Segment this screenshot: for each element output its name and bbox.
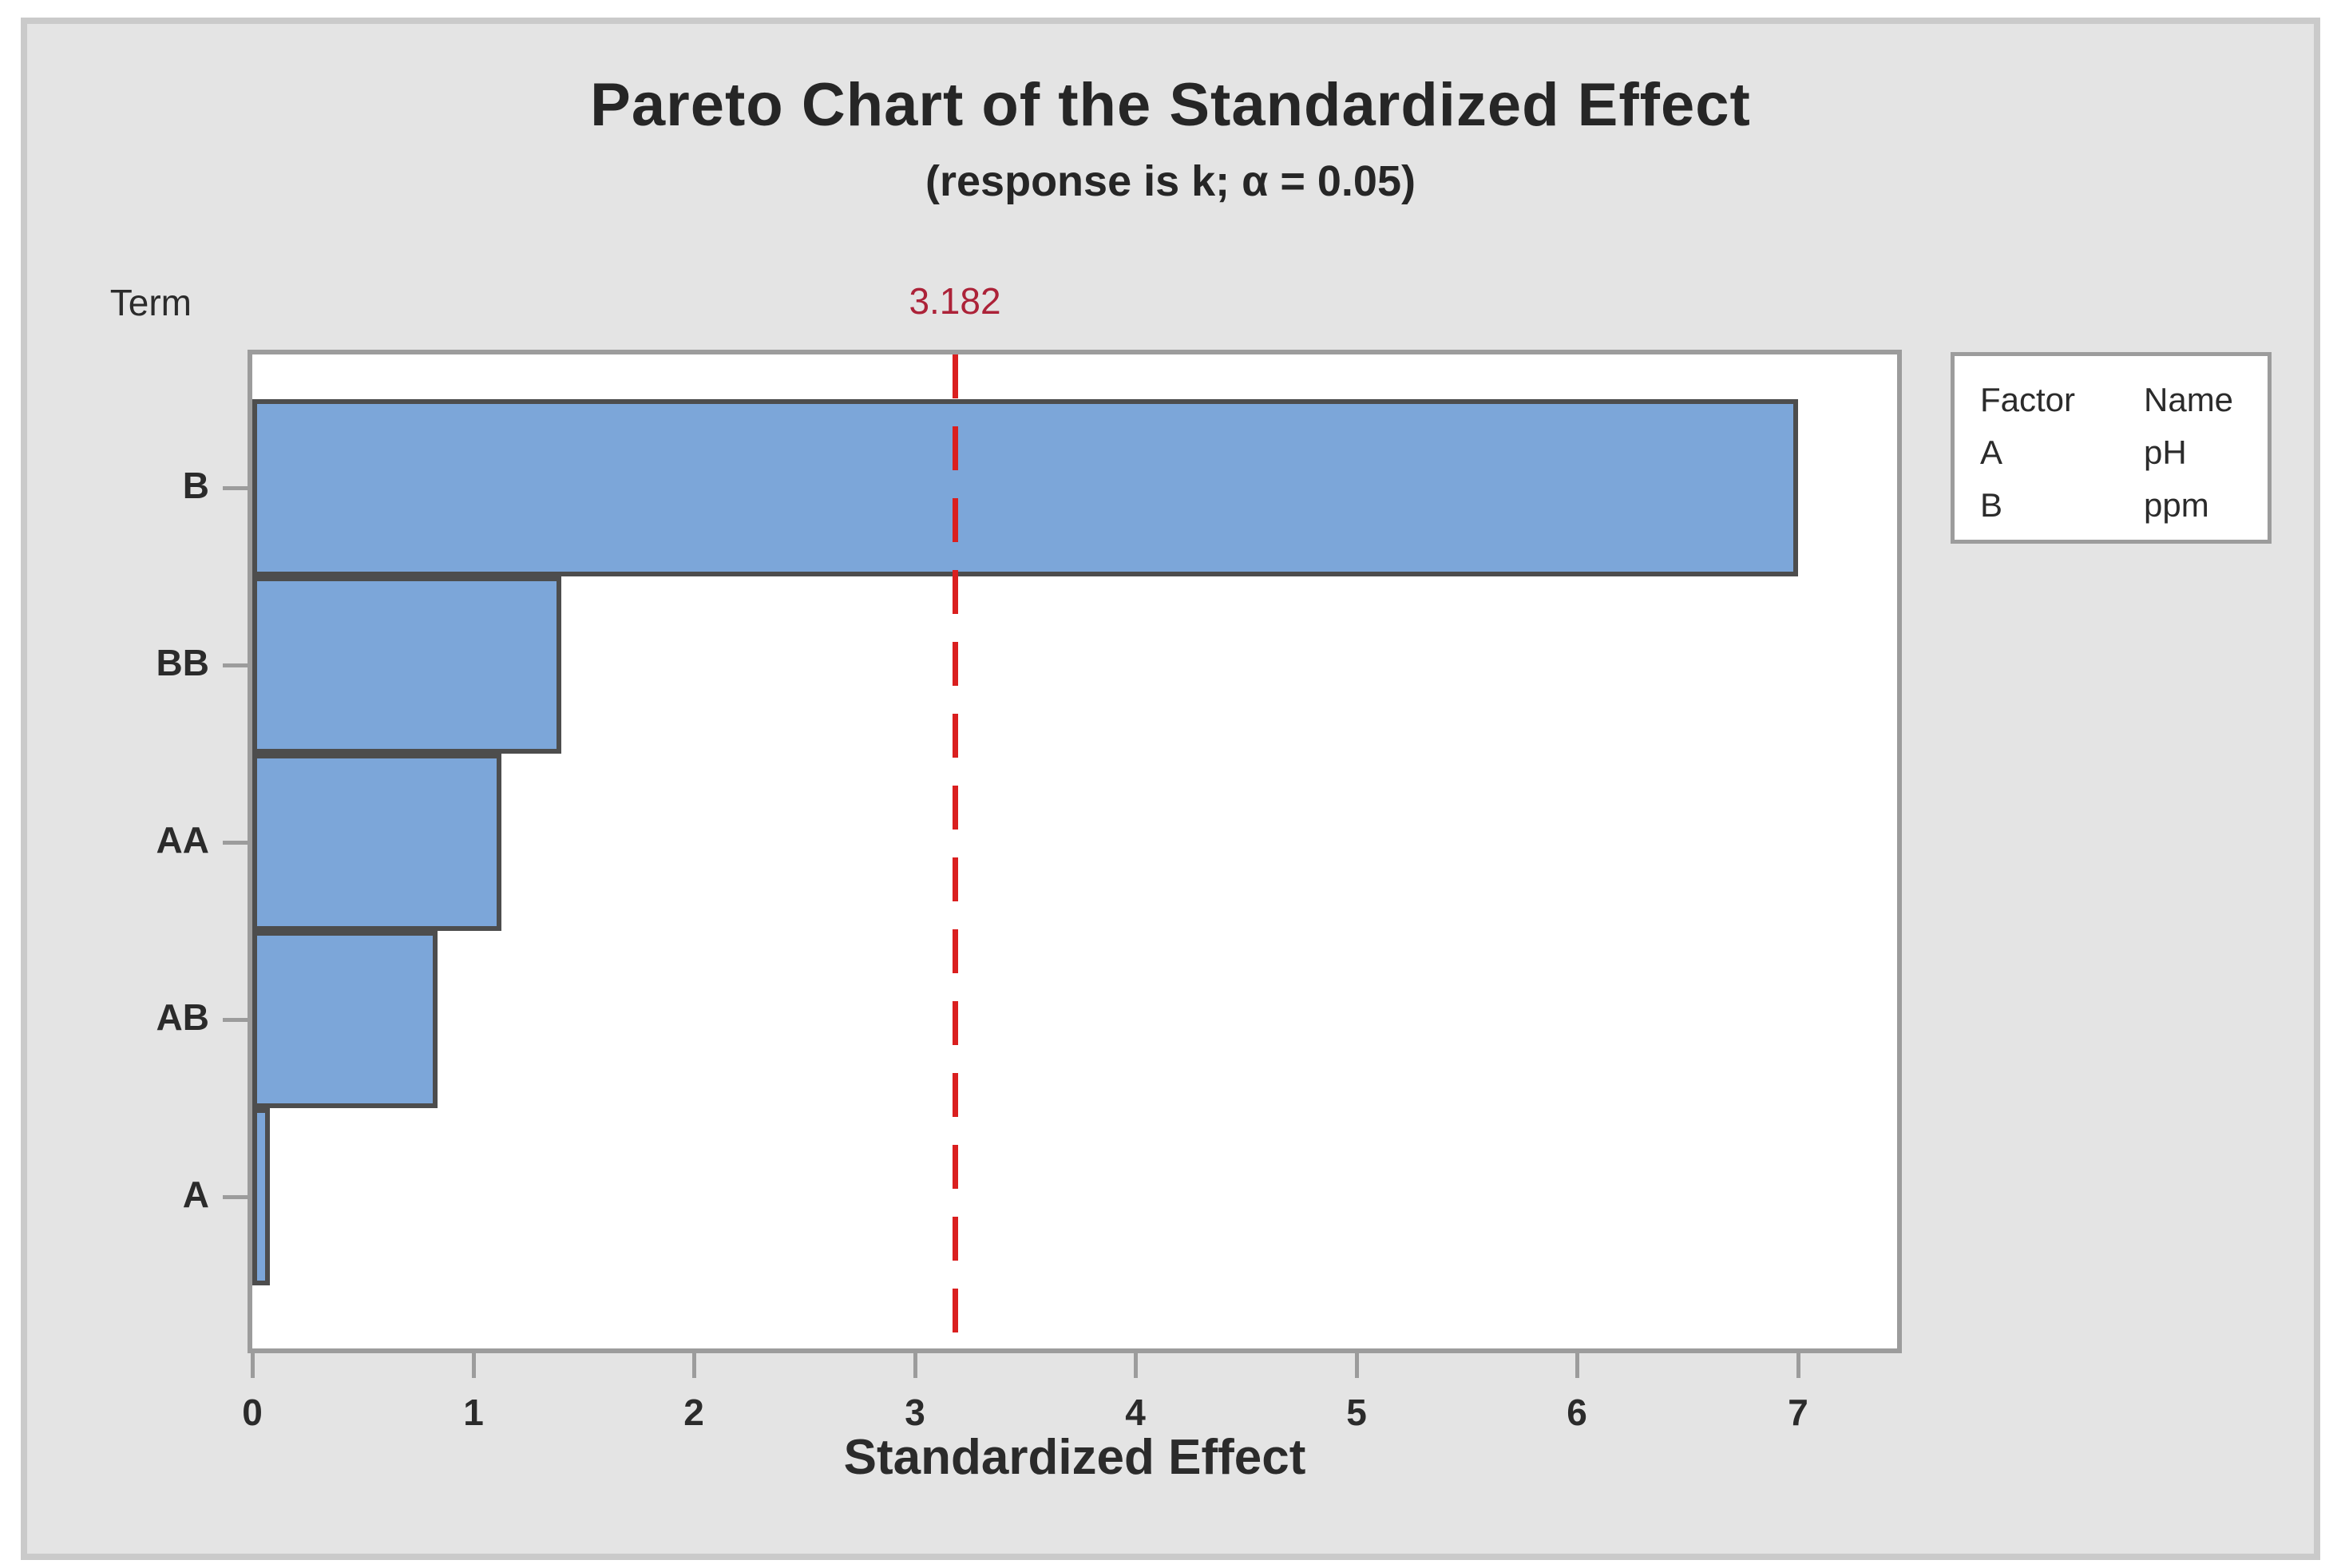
bar-A bbox=[252, 1108, 270, 1285]
chart-title: Pareto Chart of the Standardized Effect bbox=[590, 71, 1751, 139]
legend-header-name: Name bbox=[2144, 381, 2234, 418]
x-tick-0 bbox=[251, 1353, 255, 1378]
x-tick-label-0: 0 bbox=[242, 1392, 263, 1433]
y-tick-AB bbox=[223, 1018, 248, 1022]
reference-line-label: 3.182 bbox=[909, 280, 1001, 322]
x-tick-5 bbox=[1355, 1353, 1359, 1378]
x-tick-label-5: 5 bbox=[1346, 1392, 1367, 1433]
reference-line bbox=[953, 354, 958, 1348]
x-tick-label-3: 3 bbox=[905, 1392, 925, 1433]
bar-BB bbox=[252, 576, 561, 754]
y-tick-label-BB: BB bbox=[156, 642, 209, 683]
legend-factor-a: A bbox=[1980, 434, 2003, 471]
legend-factor-b: B bbox=[1980, 486, 2003, 524]
legend-name-b: ppm bbox=[2144, 486, 2209, 524]
x-tick-4 bbox=[1134, 1353, 1138, 1378]
legend-row-b: B ppm bbox=[1980, 479, 2268, 532]
bar-B bbox=[252, 399, 1798, 576]
y-tick-label-B: B bbox=[182, 465, 209, 506]
chart-subtitle: (response is k; α = 0.05) bbox=[925, 157, 1416, 205]
x-tick-1 bbox=[472, 1353, 476, 1378]
x-tick-label-7: 7 bbox=[1788, 1392, 1808, 1433]
x-tick-6 bbox=[1575, 1353, 1579, 1378]
y-tick-label-AA: AA bbox=[156, 819, 209, 861]
x-tick-label-1: 1 bbox=[463, 1392, 484, 1433]
legend-row-a: A pH bbox=[1980, 426, 2268, 479]
legend-name-a: pH bbox=[2144, 434, 2187, 471]
x-tick-label-6: 6 bbox=[1567, 1392, 1587, 1433]
legend-header-factor: Factor bbox=[1980, 381, 2076, 418]
y-tick-A bbox=[223, 1195, 248, 1199]
x-tick-7 bbox=[1796, 1353, 1800, 1378]
y-tick-label-AB: AB bbox=[156, 996, 209, 1038]
x-tick-label-4: 4 bbox=[1125, 1392, 1146, 1433]
x-tick-3 bbox=[913, 1353, 917, 1378]
y-tick-AA bbox=[223, 841, 248, 845]
legend-header-row: Factor Name bbox=[1980, 374, 2268, 426]
y-tick-label-A: A bbox=[182, 1174, 209, 1215]
y-tick-BB bbox=[223, 663, 248, 667]
y-tick-B bbox=[223, 486, 248, 490]
x-tick-2 bbox=[692, 1353, 696, 1378]
factor-legend: Factor Name A pH B ppm bbox=[1951, 352, 2272, 544]
plot-area bbox=[248, 350, 1902, 1353]
x-axis-title: Standardized Effect bbox=[843, 1430, 1306, 1485]
bar-AB bbox=[252, 931, 438, 1108]
bar-AA bbox=[252, 754, 501, 931]
x-tick-label-2: 2 bbox=[683, 1392, 704, 1433]
y-axis-title: Term bbox=[109, 282, 192, 323]
